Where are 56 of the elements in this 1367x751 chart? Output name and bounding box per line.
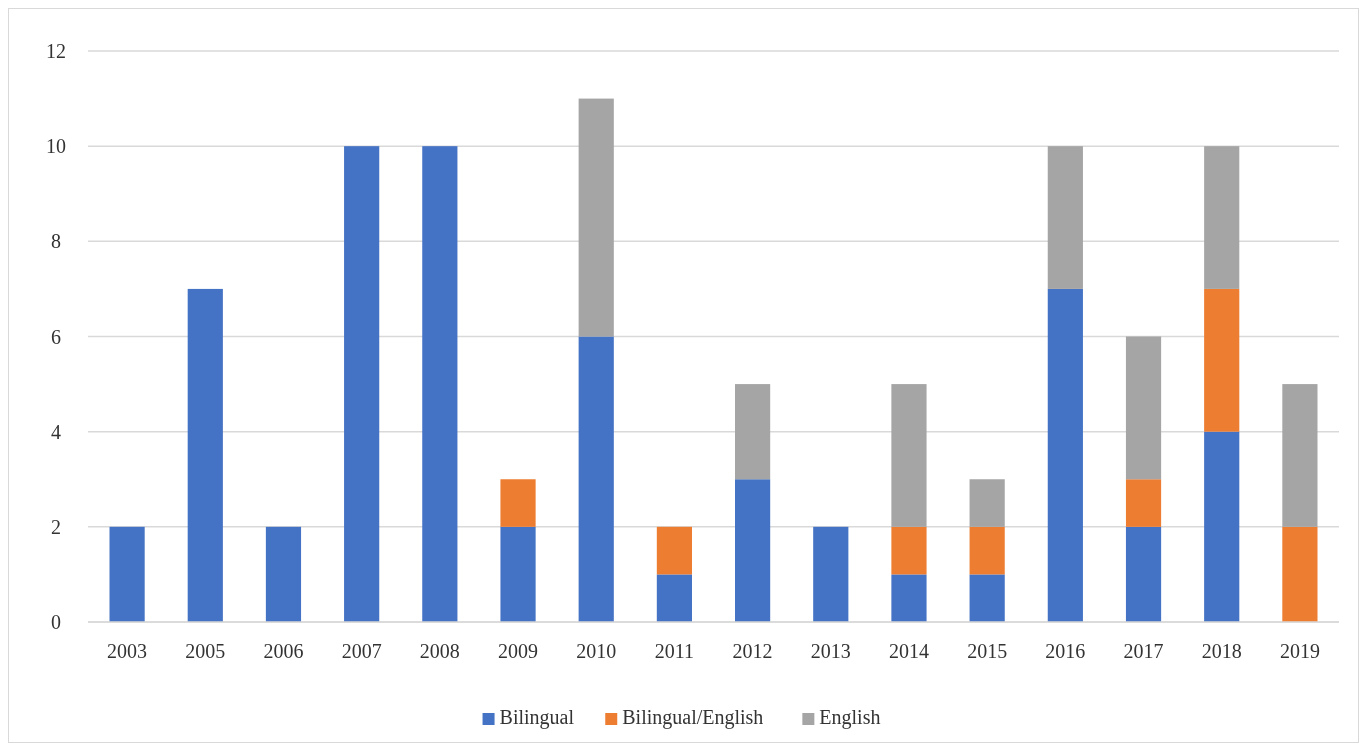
y-tick-label: 6: [51, 325, 61, 348]
bar: [813, 526, 849, 622]
bar: [500, 479, 536, 527]
x-tick-label: 2003: [107, 640, 148, 662]
bar: [969, 526, 1005, 575]
legend-label: Bilingual/English: [622, 706, 764, 729]
bar: [1047, 288, 1083, 622]
bar: [656, 526, 692, 575]
bar: [891, 384, 927, 527]
bar: [1282, 526, 1318, 622]
bar: [578, 336, 614, 622]
x-tick-label: 2019: [1279, 640, 1320, 662]
legend-label: Bilingual: [499, 706, 575, 729]
bar: [344, 146, 380, 622]
bar: [735, 479, 771, 622]
bar: [1125, 336, 1162, 480]
bar: [1282, 384, 1318, 527]
y-tick-label: 12: [46, 40, 66, 62]
x-tick-label: 2009: [498, 640, 539, 662]
x-tick-label: 2007: [341, 640, 382, 662]
bar: [969, 479, 1005, 527]
x-tick-label: 2005: [185, 640, 226, 662]
bar: [1204, 288, 1240, 432]
x-tick-label: 2016: [1045, 640, 1086, 662]
y-tick-label: 0: [51, 611, 61, 633]
y-tick-label: 2: [51, 515, 61, 538]
x-tick-label: 2018: [1201, 640, 1242, 662]
y-tick-label: 8: [51, 230, 61, 253]
bar: [109, 526, 145, 622]
bar: [1204, 431, 1240, 622]
x-tick-label: 2006: [263, 640, 304, 662]
x-tick-label: 2013: [810, 640, 851, 662]
x-tick-label: 2008: [419, 640, 460, 662]
x-tick-label: 2014: [888, 640, 929, 662]
y-tick-label: 4: [51, 420, 61, 443]
bar: [578, 98, 614, 337]
bar: [1204, 146, 1240, 289]
bar: [422, 146, 458, 622]
bar: [891, 574, 927, 622]
bar: [891, 526, 927, 575]
bar: [1125, 479, 1162, 527]
x-tick-label: 2012: [732, 640, 773, 662]
bar: [265, 526, 302, 622]
x-tick-label: 2011: [654, 640, 695, 662]
bar: [969, 574, 1005, 622]
bar: [656, 574, 692, 622]
bar: [735, 384, 771, 480]
legend-label: English: [819, 706, 881, 729]
x-tick-label: 2015: [967, 640, 1008, 662]
bar: [1047, 146, 1083, 289]
y-tick-label: 10: [46, 135, 66, 158]
bar: [1125, 526, 1162, 622]
x-tick-label: 2010: [576, 640, 617, 662]
bar: [500, 526, 536, 622]
x-tick-label: 2017: [1123, 640, 1164, 662]
bar: [187, 288, 223, 622]
